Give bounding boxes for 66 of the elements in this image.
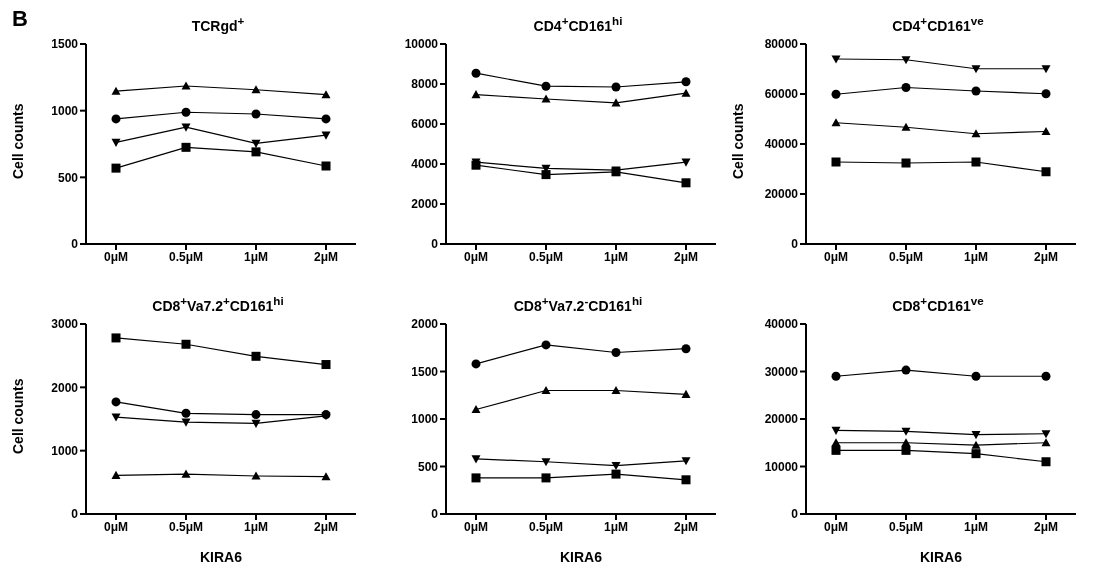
y-tick-label: 1000 (51, 103, 79, 118)
y-tick-label: 1000 (51, 443, 79, 458)
y-tick-label: 500 (417, 459, 439, 474)
chart-title: CD4$^{+}$CD161$^{hi}$ (532, 13, 624, 34)
y-tick-label: 30000 (764, 364, 799, 379)
x-tick-label: 0.5μM (168, 249, 204, 264)
x-tick-label: 0μM (463, 519, 489, 534)
x-tick-label: 0μM (103, 249, 129, 264)
x-tick-label: 1μM (963, 249, 989, 264)
x-tick-label: 0.5μM (168, 519, 204, 534)
y-tick-label: 2000 (411, 317, 439, 332)
y-tick-label: 6000 (411, 117, 439, 132)
x-tick-label: 0.5μM (528, 519, 564, 534)
y-tick-label: 40000 (764, 317, 799, 332)
y-axis-title: Cell counts (729, 103, 746, 179)
x-tick-label: 0μM (823, 249, 849, 264)
x-tick-label: 0.5μM (888, 249, 924, 264)
x-tick-label: 0μM (103, 519, 129, 534)
y-tick-label: 4000 (411, 157, 439, 172)
y-tick-label: 80000 (764, 37, 799, 52)
x-tick-label: 0μM (463, 249, 489, 264)
x-tick-label: 2μM (673, 519, 699, 534)
x-tick-label: 0.5μM (528, 249, 564, 264)
x-tick-label: 1μM (243, 249, 269, 264)
y-tick-label: 2000 (411, 197, 439, 212)
x-tick-label: 1μM (603, 249, 629, 264)
chart-title: CD4$^{+}$CD161$^{ve}$ (891, 13, 985, 34)
x-tick-label: 1μM (963, 519, 989, 534)
y-tick-label: 60000 (764, 87, 799, 102)
chart-title: TCRgd$^{+}$ (191, 14, 245, 34)
chart-title: CD8$^{+}$Va7.2$^{+}$CD161$^{hi}$ (151, 293, 285, 314)
x-axis-title: KIRA6 (199, 549, 243, 565)
x-tick-label: 2μM (1033, 249, 1059, 264)
y-tick-label: 0 (431, 507, 439, 522)
x-tick-label: 2μM (1033, 519, 1059, 534)
y-tick-label: 0 (71, 237, 79, 252)
y-axis-title: Cell counts (9, 378, 26, 454)
y-tick-label: 3000 (51, 317, 79, 332)
x-tick-label: 0.5μM (888, 519, 924, 534)
y-tick-label: 8000 (411, 77, 439, 92)
y-tick-label: 0 (791, 237, 799, 252)
y-axis-title: Cell counts (9, 103, 26, 179)
chart-title: CD8$^{+}$Va7.2$^{-}$CD161$^{hi}$ (512, 293, 644, 314)
y-tick-label: 1000 (411, 412, 439, 427)
x-axis-title: KIRA6 (559, 549, 603, 565)
y-tick-label: 0 (71, 507, 79, 522)
y-tick-label: 0 (431, 237, 439, 252)
y-tick-label: 0 (791, 507, 799, 522)
y-tick-label: 2000 (51, 380, 79, 395)
x-tick-label: 0μM (823, 519, 849, 534)
x-tick-label: 1μM (603, 519, 629, 534)
y-tick-label: 500 (57, 170, 79, 185)
y-tick-label: 10000 (764, 459, 799, 474)
x-tick-label: 2μM (313, 519, 339, 534)
x-tick-label: 2μM (673, 249, 699, 264)
y-tick-label: 40000 (764, 137, 799, 152)
x-axis-title: KIRA6 (919, 549, 963, 565)
y-tick-label: 1500 (51, 37, 79, 52)
y-tick-label: 1500 (411, 364, 439, 379)
text: B (12, 6, 28, 32)
x-tick-label: 1μM (243, 519, 269, 534)
y-tick-label: 20000 (764, 412, 799, 427)
chart-title: CD8$^{+}$CD161$^{ve}$ (891, 293, 985, 314)
y-tick-label: 10000 (404, 37, 439, 52)
y-tick-label: 20000 (764, 187, 799, 202)
x-tick-label: 2μM (313, 249, 339, 264)
